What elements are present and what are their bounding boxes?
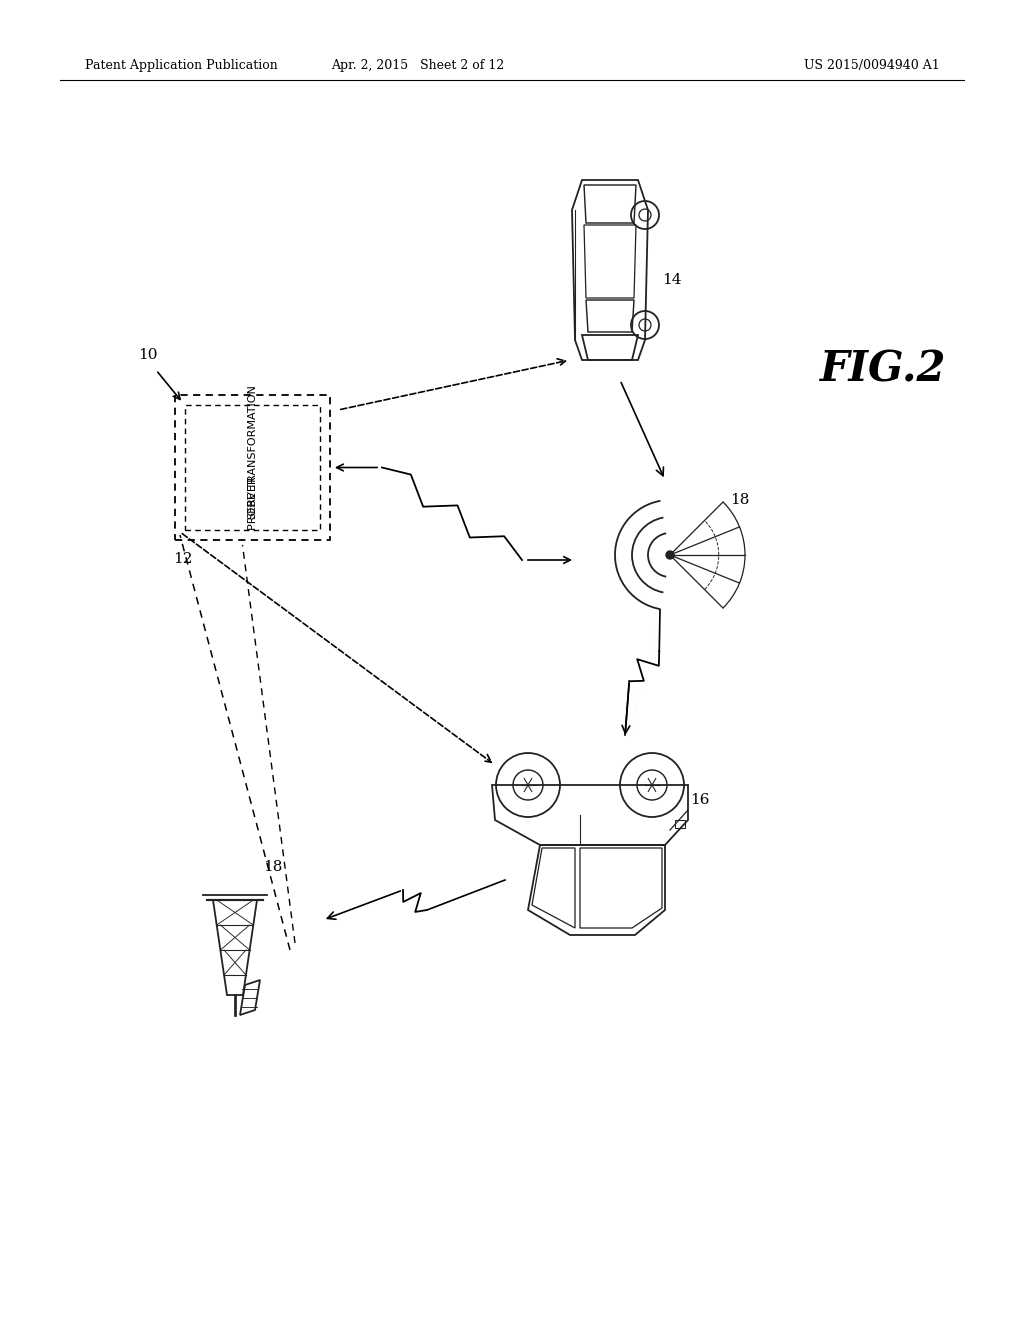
Text: Apr. 2, 2015   Sheet 2 of 12: Apr. 2, 2015 Sheet 2 of 12	[332, 58, 505, 71]
Text: Patent Application Publication: Patent Application Publication	[85, 58, 278, 71]
Text: 10: 10	[138, 348, 158, 362]
Text: 18: 18	[263, 861, 283, 874]
Text: 16: 16	[690, 793, 710, 807]
Text: 14: 14	[662, 273, 682, 286]
Text: US 2015/0094940 A1: US 2015/0094940 A1	[804, 58, 940, 71]
Bar	[675, 820, 685, 828]
Text: 18: 18	[730, 492, 750, 507]
Text: 12: 12	[173, 552, 193, 566]
Text: SERVER: SERVER	[248, 475, 257, 519]
Bar	[185, 405, 319, 531]
Text: PROBE TRANSFORMATION: PROBE TRANSFORMATION	[248, 385, 257, 529]
Text: FIG.2: FIG.2	[820, 348, 946, 391]
Bar	[175, 395, 330, 540]
Circle shape	[666, 550, 674, 558]
